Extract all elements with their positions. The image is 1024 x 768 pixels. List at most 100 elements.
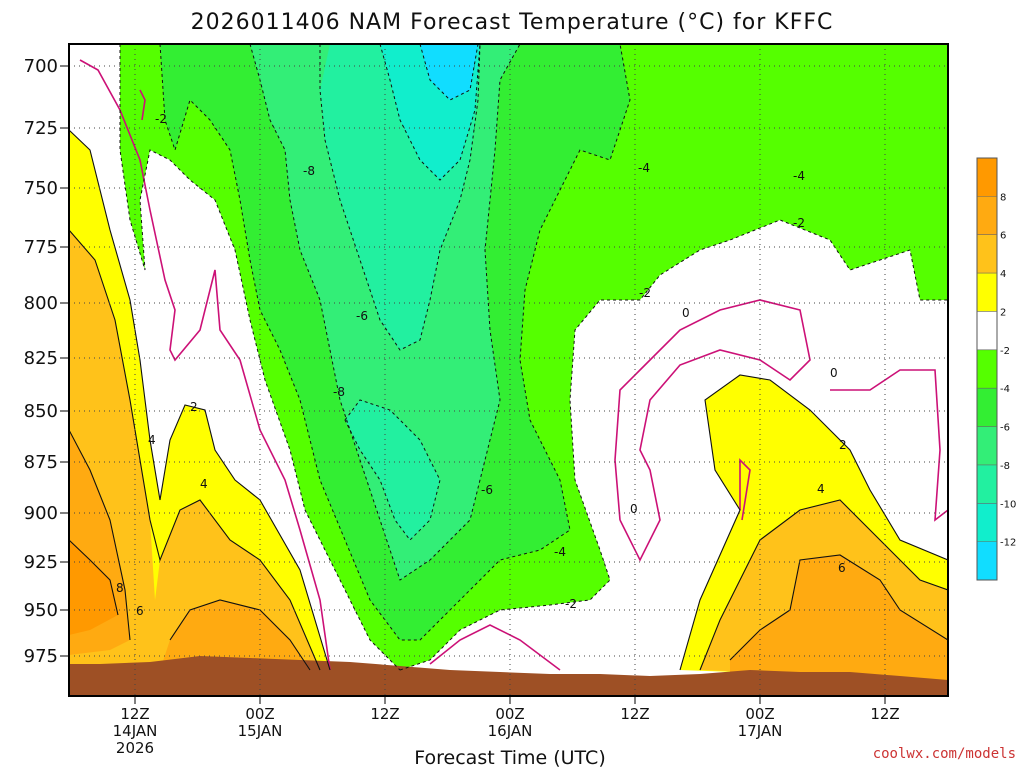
colorbar-frame: [976, 157, 998, 581]
isotherm-warm: [679, 374, 948, 671]
contour-label: -2: [639, 286, 651, 300]
contour-label: 0: [682, 306, 690, 320]
contour-label: -8: [303, 164, 315, 178]
region-warm-left-orange: [69, 230, 320, 670]
isotherm-zero-segment: [739, 458, 751, 521]
colorbar-tick-label: -4: [1000, 384, 1010, 395]
contour-label: 0: [630, 502, 638, 516]
isotherms-warm: [69, 129, 948, 671]
colorbar-tick-label: -6: [1000, 423, 1010, 434]
isotherm-warm: [69, 229, 151, 521]
y-tick: 875: [24, 452, 69, 473]
isotherm-warm: [159, 404, 331, 671]
plot-frame: [68, 43, 949, 697]
contour-label: 4: [148, 433, 156, 447]
colorbar-bin: [977, 158, 997, 197]
x-tick-date: 14JAN: [113, 722, 158, 740]
x-tick-time: 00Z: [745, 705, 774, 723]
y-tick: 750: [24, 178, 69, 199]
x-tick-time: 12Z: [370, 705, 399, 723]
plot-area: -2 -8 -6 -8 -6 -4 -2 -4 -2 -4 -2 0 0 0 2…: [69, 44, 948, 696]
credit-text: coolwx.com/models: [873, 746, 1016, 762]
colorbar-bin: [977, 426, 997, 466]
colorbar-tick-label: -12: [1000, 538, 1016, 549]
grid-lines: [69, 44, 948, 696]
x-tick-year: 2026: [116, 739, 154, 757]
contour-label: 4: [200, 477, 208, 491]
isotherm-zero-segment: [429, 624, 561, 671]
y-tick: 925: [24, 552, 69, 573]
contour-label: -4: [638, 161, 650, 175]
region-warm-right-deep: [730, 555, 948, 680]
y-tick-label: 975: [24, 646, 58, 667]
isotherm-warm: [169, 599, 311, 671]
colorbar-bin: [977, 234, 997, 274]
x-tick: 00Z 17JAN: [738, 696, 782, 740]
y-tick: 850: [24, 401, 69, 422]
isotherm-zero-segment: [830, 369, 948, 522]
isotherm-zero-segment: [614, 299, 811, 562]
x-axis: 12Z 14JAN 2026 00Z 15JAN 12Z 00Z 16JAN 1…: [113, 696, 900, 757]
x-tick: 00Z 15JAN: [238, 696, 282, 740]
colorbar-tick-label: -10: [1000, 499, 1016, 510]
isotherm-warm: [69, 429, 131, 641]
x-axis-label: Forecast Time (UTC): [414, 747, 605, 768]
y-tick-label: 875: [24, 452, 58, 473]
y-tick: 725: [24, 118, 69, 139]
y-tick: 700: [24, 56, 69, 77]
region-cold-deepest: [420, 44, 478, 100]
y-tick-label: 825: [24, 348, 58, 369]
colorbar-bin: [977, 503, 997, 543]
isotherm-cold: [119, 44, 401, 671]
isotherm-warm: [699, 499, 948, 671]
isotherm-cold: [399, 219, 948, 671]
y-tick: 775: [24, 237, 69, 258]
x-tick: 12Z: [870, 696, 900, 723]
isotherm-warm: [729, 554, 948, 661]
y-tick: 800: [24, 293, 69, 314]
y-tick-label: 700: [24, 56, 58, 77]
contour-label: -6: [481, 483, 493, 497]
contour-label: -2: [793, 216, 805, 230]
y-axis: 700 725 750 775 800 825 850 875 900 925 …: [24, 56, 69, 667]
x-tick: 00Z 16JAN: [488, 696, 532, 740]
region-warm-left-bottom: [160, 600, 310, 670]
y-tick-label: 725: [24, 118, 58, 139]
isotherm-warm: [149, 499, 321, 671]
y-tick-label: 850: [24, 401, 58, 422]
x-tick-time: 12Z: [120, 705, 149, 723]
x-tick: 12Z 14JAN 2026: [113, 696, 158, 757]
region-cold-cyan-mid: [345, 400, 440, 540]
colorbar-tick-label: 2: [1000, 307, 1006, 318]
contour-label: -2: [565, 597, 577, 611]
isotherm-cold: [419, 44, 479, 101]
contour-label: -2: [155, 112, 167, 126]
colorbar-tick-label: 8: [1000, 192, 1006, 203]
x-tick: 12Z: [620, 696, 650, 723]
contour-label: -4: [554, 545, 566, 559]
contour-label: 0: [830, 366, 838, 380]
colorbar: 8 6 4 2 -2 -4 -6 -8 -10 -12: [976, 157, 1016, 581]
x-tick: 12Z: [370, 696, 400, 723]
colorbar-bin: [977, 273, 997, 312]
y-tick-label: 775: [24, 237, 58, 258]
y-tick-label: 950: [24, 600, 58, 621]
x-tick-time: 00Z: [245, 705, 274, 723]
contour-label: -4: [793, 169, 805, 183]
colorbar-bin: [977, 349, 997, 389]
contour-label: 2: [839, 438, 847, 452]
isotherm-warm: [69, 129, 161, 501]
isotherm-zero: [79, 59, 948, 671]
isotherm-cold: [319, 44, 481, 351]
contour-label: -8: [333, 385, 345, 399]
x-tick-time: 12Z: [620, 705, 649, 723]
contour-label: 6: [838, 561, 846, 575]
isotherm-cold: [379, 44, 481, 181]
colorbar-bin: [977, 196, 997, 236]
chart-title: 2026011406 NAM Forecast Temperature (°C)…: [191, 10, 834, 35]
y-tick-label: 925: [24, 552, 58, 573]
isotherm-cold: [249, 44, 521, 581]
isotherm-cold: [159, 44, 631, 641]
y-tick-label: 900: [24, 503, 58, 524]
contour-labels: -2 -8 -6 -8 -6 -4 -2 -4 -2 -4 -2 0 0 0 2…: [116, 112, 847, 618]
